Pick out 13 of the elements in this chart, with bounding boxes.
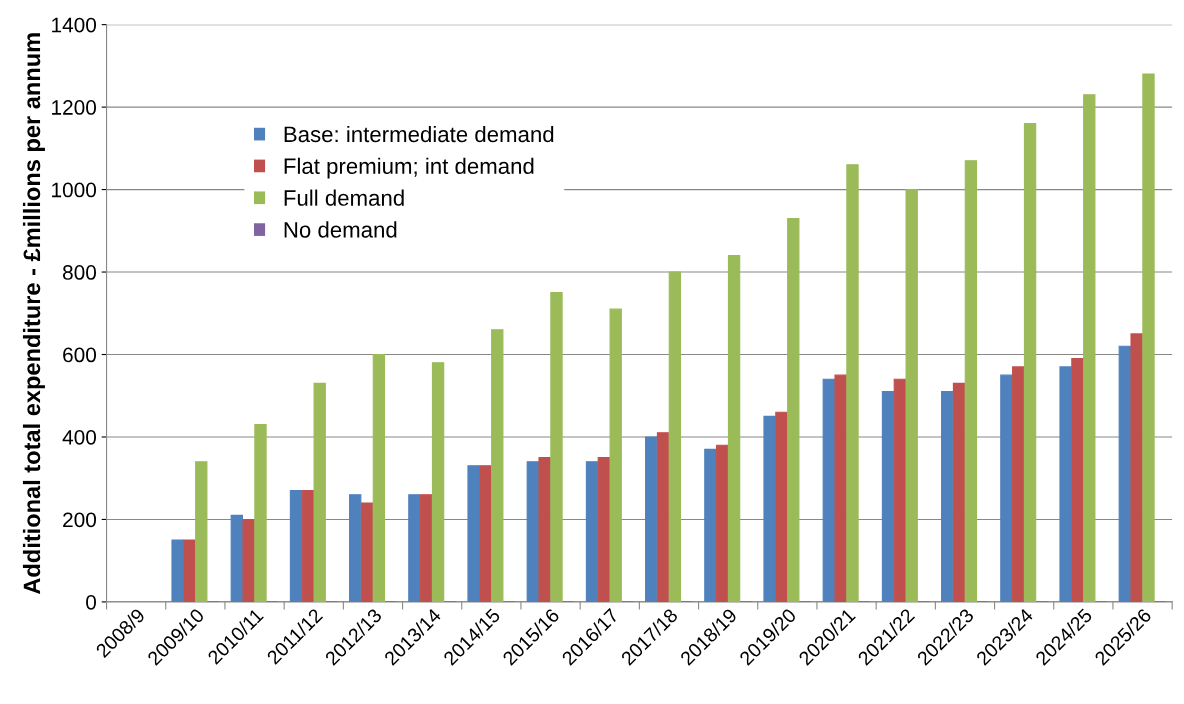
y-tick-label: 1200 xyxy=(52,100,97,115)
y-tick-label: 0 xyxy=(86,594,97,610)
legend-label: Flat premium; int demand xyxy=(284,157,534,179)
legend-label: Base: intermediate demand xyxy=(284,125,554,143)
y-tick-label: 800 xyxy=(62,265,97,280)
y-tick-label: 400 xyxy=(62,429,97,445)
y-tick-label: 200 xyxy=(63,512,97,528)
legend-label: Full demand xyxy=(284,189,404,206)
legend-label: No demand xyxy=(284,221,397,238)
y-tick-label: 600 xyxy=(63,347,97,363)
y-tick-label: 1000 xyxy=(52,182,97,198)
y-axis-title: Additional total expenditure - £millions per annum xyxy=(22,33,45,595)
y-tick-label: 1400 xyxy=(52,17,97,33)
